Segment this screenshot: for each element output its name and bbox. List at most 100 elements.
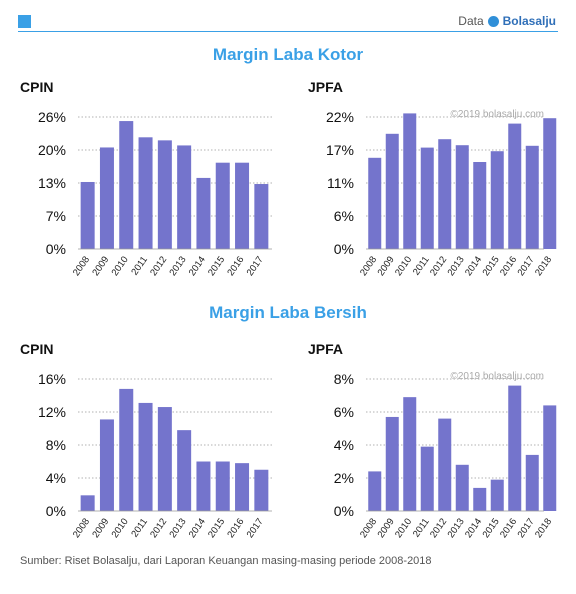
watermark: ©2019 bolasalju.com (450, 109, 544, 120)
x-tick-label: 2013 (446, 516, 467, 540)
watermark: ©2019 bolasalju.com (450, 371, 544, 382)
bar (438, 139, 452, 249)
x-tick-label: 2009 (376, 254, 397, 278)
x-tick-label: 2018 (533, 254, 554, 278)
y-tick-label: 0% (334, 241, 354, 257)
bar (438, 418, 452, 511)
bar (473, 162, 487, 249)
bar (420, 147, 434, 249)
bar (99, 147, 114, 249)
y-tick-label: 7% (46, 208, 66, 224)
x-tick-label: 2008 (71, 254, 92, 278)
bar (543, 118, 557, 249)
bar (403, 113, 417, 250)
brand-name: Bolasalju (502, 14, 556, 28)
x-tick-label: 2008 (71, 516, 92, 540)
x-tick-label: 2008 (358, 516, 379, 540)
x-tick-label: 2012 (428, 254, 449, 278)
y-tick-label: 17% (326, 142, 354, 158)
bar (508, 385, 522, 511)
chart-svg: CPIN 0% 4% 8% 12% 16% 200820092010201120122013… (20, 341, 272, 540)
x-tick-label: 2011 (411, 254, 432, 277)
y-tick-label: 13% (38, 175, 66, 191)
y-tick-label: 4% (46, 470, 66, 486)
x-tick-label: 2015 (206, 254, 227, 278)
bar (80, 495, 95, 511)
header: Data Bolasalju (0, 0, 576, 36)
chart-cpin-bersih: CPIN 0% 4% 8% 12% 16% 2008 2009 2010 2011 2012 2013… (0, 334, 288, 554)
bar (368, 471, 382, 511)
y-tick-label: 8% (46, 437, 66, 453)
x-tick-label: 2009 (90, 254, 111, 278)
x-tick-label: 2014 (187, 516, 208, 540)
y-tick-label: 20% (38, 142, 66, 158)
bar (543, 405, 557, 511)
x-tick-label: 2011 (129, 254, 150, 277)
bar (157, 140, 172, 249)
bar (138, 137, 153, 249)
bar (490, 479, 504, 511)
x-tick-label: 2010 (393, 254, 414, 278)
section-title-bersih: Margin Laba Bersih (209, 303, 367, 322)
y-tick-label: 11% (327, 175, 354, 191)
bar (403, 397, 417, 511)
x-tick-label: 2017 (516, 254, 537, 278)
bar (473, 487, 487, 511)
y-tick-label: 0% (46, 503, 66, 519)
bar (80, 181, 95, 249)
y-tick-label: 4% (334, 437, 354, 453)
x-tick-label: 2012 (148, 254, 169, 278)
x-tick-label: 2012 (148, 516, 169, 540)
y-tick-label: 26% (38, 109, 66, 125)
x-tick-label: 2009 (90, 516, 111, 540)
section-title-kotor: Margin Laba Kotor (212, 45, 364, 64)
x-tick-label: 2017 (245, 254, 266, 278)
bar (177, 430, 192, 511)
chart-svg: JPFA ©2019 bolasalju.com 0% 6% 11% 17% 22% 2008… (308, 79, 557, 278)
x-tick-label: 2014 (463, 516, 484, 540)
bar (385, 416, 399, 511)
x-tick-label: 2012 (428, 516, 449, 540)
chart-title: JPFA (308, 341, 343, 357)
bar (177, 145, 192, 249)
y-tick-label: 12% (38, 404, 66, 420)
y-tick-label: 2% (334, 470, 354, 486)
bar (455, 464, 469, 511)
bar (525, 454, 539, 511)
bar (490, 151, 504, 249)
bar (420, 446, 434, 511)
header-square-icon (18, 15, 31, 28)
x-tick-label: 2014 (463, 254, 484, 278)
chart-cpin-kotor: CPIN 0% 7% 13% 20% 26% 2008 2009 2010 2011 2012 201… (0, 72, 288, 292)
bar (215, 162, 230, 249)
y-tick-label: 6% (334, 208, 354, 224)
bar (196, 177, 211, 249)
x-tick-label: 2013 (167, 254, 188, 278)
chart-title: CPIN (20, 79, 53, 95)
x-tick-label: 2011 (411, 516, 432, 539)
bar (235, 463, 250, 511)
x-tick-label: 2016 (225, 516, 246, 540)
x-tick-label: 2013 (167, 516, 188, 540)
bar (215, 461, 230, 511)
bar (99, 419, 114, 511)
bar (254, 184, 269, 249)
x-tick-label: 2016 (498, 254, 519, 278)
bar (385, 133, 399, 249)
y-tick-label: 0% (334, 503, 354, 519)
x-tick-label: 2018 (533, 516, 554, 540)
y-tick-label: 6% (334, 404, 354, 420)
x-tick-label: 2015 (206, 516, 227, 540)
x-tick-label: 2015 (481, 254, 502, 278)
x-tick-label: 2017 (245, 516, 266, 540)
chart-title: CPIN (20, 341, 53, 357)
chart-title: JPFA (308, 79, 343, 95)
bar (119, 388, 134, 511)
bar (368, 157, 382, 249)
snowball-logo-icon (487, 15, 499, 27)
y-tick-label: 16% (38, 371, 66, 387)
chart-jpfa-kotor: JPFA ©2019 bolasalju.com 0% 6% 11% 17% 22% 2008… (288, 72, 576, 292)
chart-svg: CPIN0%7%13%20%26%20082009201020112012201… (20, 79, 272, 278)
bar (196, 461, 211, 511)
bar (138, 402, 153, 511)
